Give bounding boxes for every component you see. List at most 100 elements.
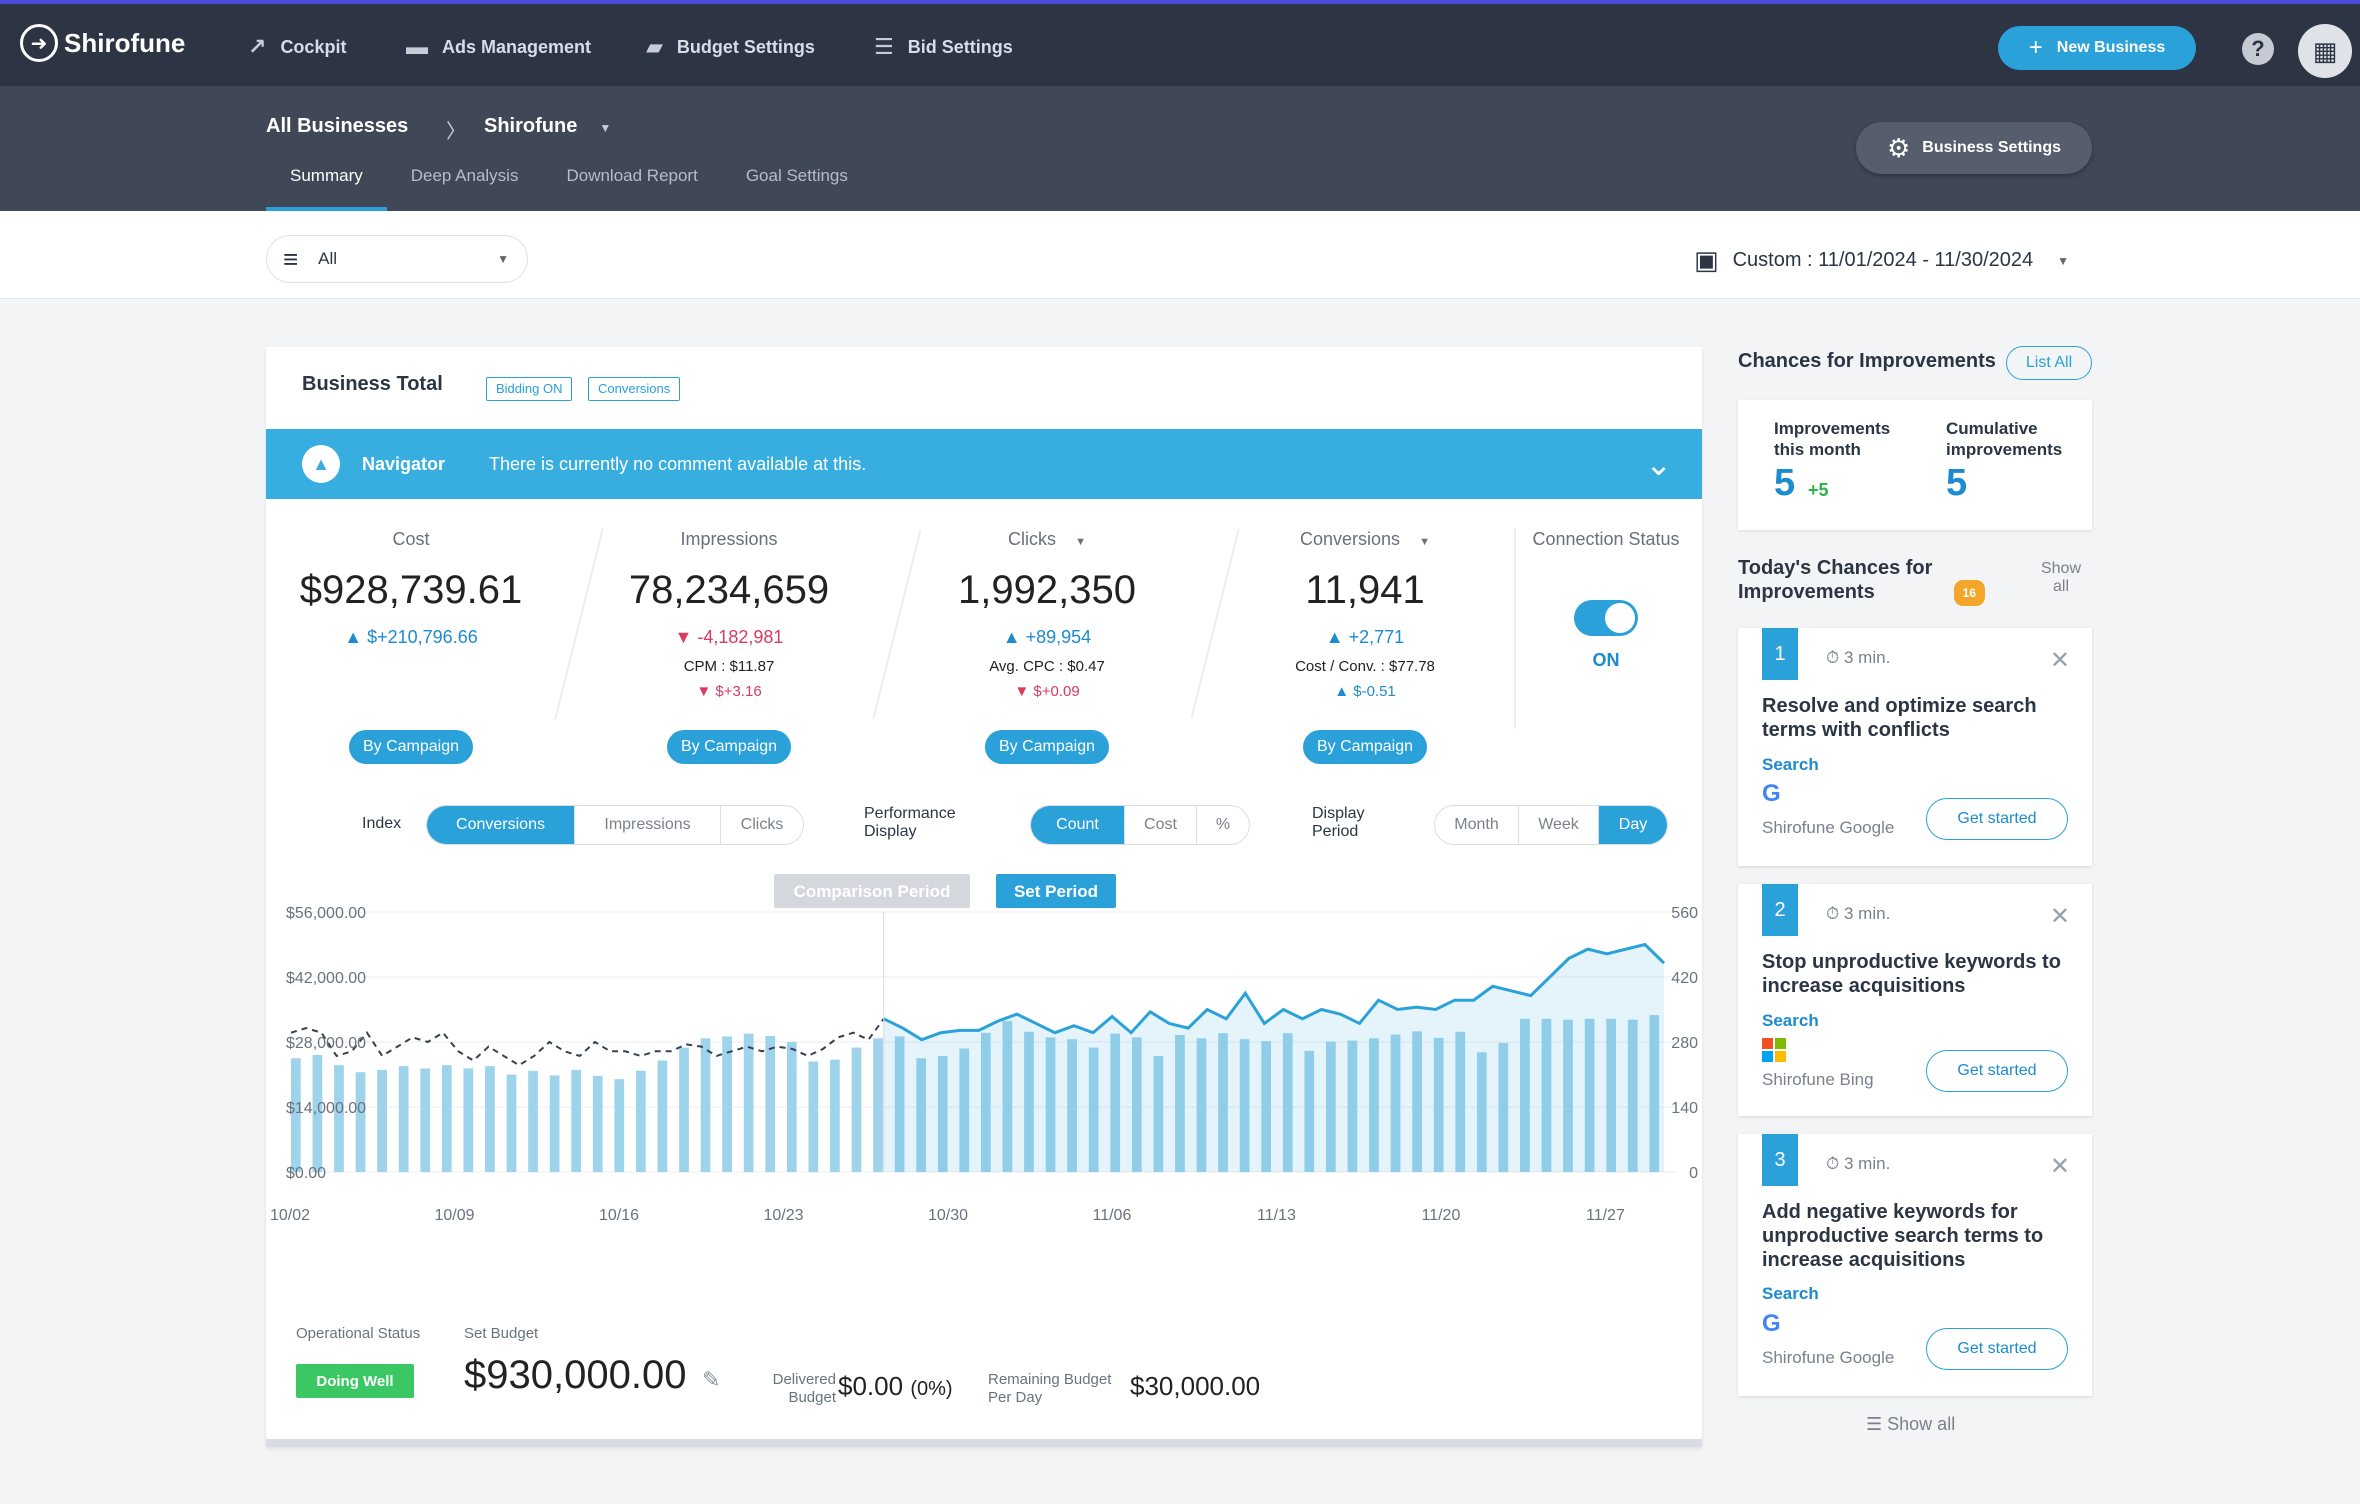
period-option-month[interactable]: Month bbox=[1435, 806, 1519, 844]
account-avatar[interactable]: ▦ bbox=[2298, 24, 2352, 78]
business-tabs: Summary Deep Analysis Download Report Go… bbox=[266, 166, 872, 211]
calendar-icon: ▣ bbox=[1694, 245, 1719, 275]
tab-deep-analysis[interactable]: Deep Analysis bbox=[410, 166, 519, 185]
perf-option-count[interactable]: Count bbox=[1031, 806, 1125, 844]
nav-budget-settings[interactable]: ▰ Budget Settings bbox=[646, 34, 815, 59]
close-icon[interactable]: ✕ bbox=[2049, 647, 2070, 674]
kpi-label[interactable]: Clicks ▼ bbox=[1008, 529, 1086, 549]
gear-icon: ⚙ bbox=[1886, 132, 1911, 163]
index-option-impressions[interactable]: Impressions bbox=[575, 806, 721, 844]
tab-goal-settings[interactable]: Goal Settings bbox=[745, 166, 848, 185]
tab-summary[interactable]: Summary bbox=[266, 166, 387, 211]
help-icon[interactable]: ? bbox=[2242, 33, 2274, 65]
improvement-card[interactable]: 2 ⏱ 3 min. ✕ Stop unproductive keywords … bbox=[1738, 884, 2092, 1116]
delivered-budget-value: $0.00 (0%) bbox=[838, 1371, 953, 1401]
chart-bar bbox=[1110, 1033, 1121, 1172]
chart-bar bbox=[851, 1047, 862, 1172]
remaining-budget-value: $30,000.00 bbox=[1130, 1371, 1261, 1401]
arrow-down-icon: ▼ bbox=[674, 627, 693, 647]
improvement-card[interactable]: 3 ⏱ 3 min. ✕ Add negative keywords for u… bbox=[1738, 1134, 2092, 1396]
kpi-delta: ▼ -4,182,981 bbox=[674, 627, 784, 647]
get-started-button[interactable]: Get started bbox=[1926, 798, 2068, 840]
chart-bar bbox=[959, 1048, 970, 1172]
chart-bar bbox=[549, 1075, 560, 1172]
y-right-tick-label: 140 bbox=[1671, 1100, 1698, 1117]
index-option-clicks[interactable]: Clicks bbox=[740, 816, 784, 833]
chart-bar bbox=[334, 1065, 344, 1172]
pencil-icon[interactable]: ✎ bbox=[702, 1367, 721, 1392]
chart-bar bbox=[1153, 1055, 1164, 1172]
google-icon: G bbox=[1762, 1310, 1781, 1337]
chart-bar bbox=[765, 1035, 776, 1172]
performance-segmented-control: Count Cost % bbox=[1030, 805, 1250, 845]
chart-bar bbox=[722, 1036, 732, 1172]
kpi-value: 1,992,350 bbox=[958, 568, 1136, 612]
campaign-filter-select[interactable]: ≡ All ▼ bbox=[266, 235, 528, 283]
connection-state: ON bbox=[1592, 650, 1620, 670]
chart-bar bbox=[1606, 1018, 1617, 1172]
improvement-card[interactable]: 1 ⏱ 3 min. ✕ Resolve and optimize search… bbox=[1738, 628, 2092, 866]
show-all-improvements-link[interactable]: ☰ Show all bbox=[1866, 1414, 1956, 1434]
connection-toggle[interactable] bbox=[1574, 600, 1638, 636]
business-settings-button[interactable]: ⚙ Business Settings bbox=[1856, 122, 2092, 174]
caret-down-icon: ▼ bbox=[1075, 536, 1086, 548]
period-option-day[interactable]: Day bbox=[1599, 806, 1667, 844]
list-all-button[interactable]: List All bbox=[2006, 346, 2092, 380]
index-option-conversions[interactable]: Conversions bbox=[427, 806, 575, 844]
kpi-sub-metric: CPM : $11.87 bbox=[683, 658, 775, 675]
date-range-picker[interactable]: ▣ Custom : 11/01/2024 - 11/30/2024 ▼ bbox=[1694, 245, 2070, 275]
card-account: Shirofune Google bbox=[1762, 818, 1895, 837]
kpi-delta: ▲ +2,771 bbox=[1325, 627, 1405, 647]
legend-set-period bbox=[996, 874, 1116, 908]
chart-bar bbox=[1563, 1019, 1573, 1172]
chart-bar bbox=[1196, 1038, 1207, 1172]
chart-bar bbox=[506, 1074, 517, 1172]
kpi-value: 78,234,659 bbox=[628, 568, 830, 612]
chart-bar bbox=[312, 1055, 323, 1172]
operational-status-label: Operational Status bbox=[296, 1325, 421, 1342]
new-business-button[interactable]: + New Business bbox=[1998, 26, 2196, 70]
get-started-button[interactable]: Get started bbox=[1926, 1050, 2068, 1092]
folder-icon: ▬ bbox=[406, 34, 428, 59]
by-campaign-button[interactable]: By Campaign bbox=[985, 730, 1109, 764]
get-started-button[interactable]: Get started bbox=[1926, 1328, 2068, 1370]
close-icon[interactable]: ✕ bbox=[2049, 903, 2070, 930]
kpi-divider bbox=[1190, 529, 1240, 719]
period-option-week[interactable]: Week bbox=[1519, 806, 1599, 844]
chart-bar bbox=[657, 1060, 668, 1172]
nav-bid-settings[interactable]: ☰ Bid Settings bbox=[874, 34, 1013, 59]
by-campaign-button[interactable]: By Campaign bbox=[1303, 730, 1427, 764]
perf-option-percent[interactable]: % bbox=[1215, 816, 1231, 833]
tab-download-report[interactable]: Download Report bbox=[566, 166, 698, 185]
kpi-value: $928,739.61 bbox=[299, 568, 523, 612]
chart-bar bbox=[1067, 1039, 1077, 1172]
by-campaign-button[interactable]: By Campaign bbox=[667, 730, 791, 764]
kpi-label[interactable]: Conversions ▼ bbox=[1300, 529, 1430, 549]
chart-bar bbox=[636, 1070, 646, 1172]
show-all-link[interactable]: Show all bbox=[2040, 560, 2082, 595]
set-period-line bbox=[883, 942, 1666, 1042]
navigator-icon: ▲ bbox=[302, 445, 340, 483]
chevron-down-icon[interactable]: ⌄ bbox=[1645, 446, 1672, 482]
chart-bar bbox=[1649, 1015, 1660, 1172]
chart-bar bbox=[1002, 1021, 1013, 1172]
close-icon[interactable]: ✕ bbox=[2049, 1153, 2070, 1180]
breadcrumb-current-business[interactable]: Shirofune ▼ bbox=[484, 115, 612, 137]
kpi-conversions: Conversions ▼ 11,941 ▲ +2,771 Cost / Con… bbox=[1240, 529, 1490, 700]
breadcrumb-all-businesses[interactable]: All Businesses bbox=[266, 115, 409, 137]
navigator-banner[interactable]: ▲ Navigator There is currently no commen… bbox=[266, 429, 1702, 499]
y-left-tick-label: $56,000.00 bbox=[286, 905, 366, 922]
perf-option-cost[interactable]: Cost bbox=[1125, 806, 1197, 844]
card-category: Search bbox=[1762, 1011, 1819, 1030]
chart-bar bbox=[1412, 1031, 1422, 1172]
todays-chances-title: Today's Chances for Improvements 16 bbox=[1738, 556, 1985, 606]
chart-bar bbox=[1304, 1050, 1315, 1172]
brand-logo[interactable]: ➜ Shirofune bbox=[20, 24, 185, 62]
business-total-card: Business Total Bidding ON Conversions ▲ … bbox=[266, 347, 1702, 1447]
chart-bar bbox=[291, 1058, 301, 1172]
kpi-delta: ▲ +89,954 bbox=[1002, 627, 1092, 647]
nav-ads-management[interactable]: ▬ Ads Management bbox=[406, 34, 592, 59]
nav-cockpit[interactable]: ↗ Cockpit bbox=[248, 34, 347, 59]
by-campaign-button[interactable]: By Campaign bbox=[349, 730, 473, 764]
filter-bar: ≡ All ▼ ▣ Custom : 11/01/2024 - 11/30/2024 ▼ bbox=[0, 211, 2360, 299]
